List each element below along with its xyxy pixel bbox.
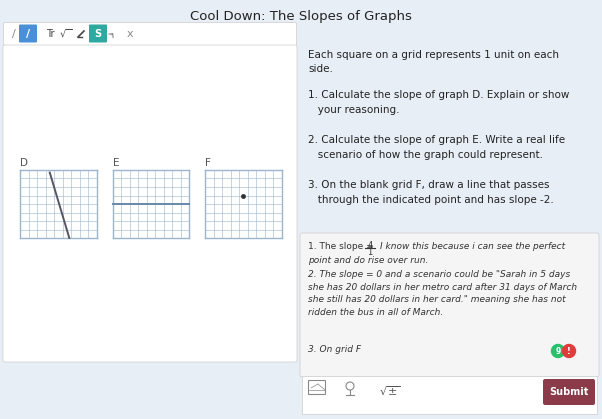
Text: 9: 9 <box>556 347 560 355</box>
Text: $\sqrt{\pm}$: $\sqrt{\pm}$ <box>379 384 400 398</box>
Text: 2. Calculate the slope of graph E. Write a real life
   scenario of how the grap: 2. Calculate the slope of graph E. Write… <box>308 135 565 160</box>
Text: E: E <box>113 158 119 168</box>
Bar <box>20 170 96 238</box>
Text: point and do rise over run.: point and do rise over run. <box>308 256 429 265</box>
FancyBboxPatch shape <box>19 24 37 42</box>
FancyBboxPatch shape <box>543 379 595 405</box>
Text: /: / <box>26 29 30 39</box>
Text: !: ! <box>567 347 571 355</box>
Text: Each square on a grid represents 1 unit on each
side.: Each square on a grid represents 1 unit … <box>308 50 559 74</box>
FancyBboxPatch shape <box>300 233 599 377</box>
Text: x: x <box>126 29 133 39</box>
Text: 1: 1 <box>367 248 373 257</box>
FancyBboxPatch shape <box>89 24 107 42</box>
Text: Cool Down: The Slopes of Graphs: Cool Down: The Slopes of Graphs <box>190 10 412 23</box>
Text: Tr: Tr <box>46 29 54 39</box>
Text: S: S <box>95 29 102 39</box>
Text: /: / <box>12 29 16 39</box>
Text: 3. On grid F: 3. On grid F <box>308 345 361 354</box>
Text: 2. The slope = 0 and a scenario could be "Sarah in 5 days
she has 20 dollars in : 2. The slope = 0 and a scenario could be… <box>308 270 577 316</box>
Text: $\sqrt{\ }$: $\sqrt{\ }$ <box>59 28 73 40</box>
Text: 1. The slope =: 1. The slope = <box>308 242 376 251</box>
Text: F: F <box>205 158 211 168</box>
Text: 1. Calculate the slope of graph D. Explain or show
   your reasoning.: 1. Calculate the slope of graph D. Expla… <box>308 90 569 115</box>
FancyBboxPatch shape <box>3 45 297 362</box>
Bar <box>205 170 282 238</box>
Circle shape <box>562 344 576 357</box>
Text: 3. On the blank grid F, draw a line that passes
   through the indicated point a: 3. On the blank grid F, draw a line that… <box>308 180 554 205</box>
Circle shape <box>551 344 565 357</box>
Bar <box>113 170 189 238</box>
FancyBboxPatch shape <box>308 380 326 395</box>
Text: D: D <box>20 158 28 168</box>
Text: 4: 4 <box>367 241 373 250</box>
Text: I know this because i can see the perfect: I know this because i can see the perfec… <box>380 242 565 251</box>
Text: Submit: Submit <box>549 387 589 397</box>
FancyBboxPatch shape <box>4 23 297 46</box>
Bar <box>302 376 597 414</box>
